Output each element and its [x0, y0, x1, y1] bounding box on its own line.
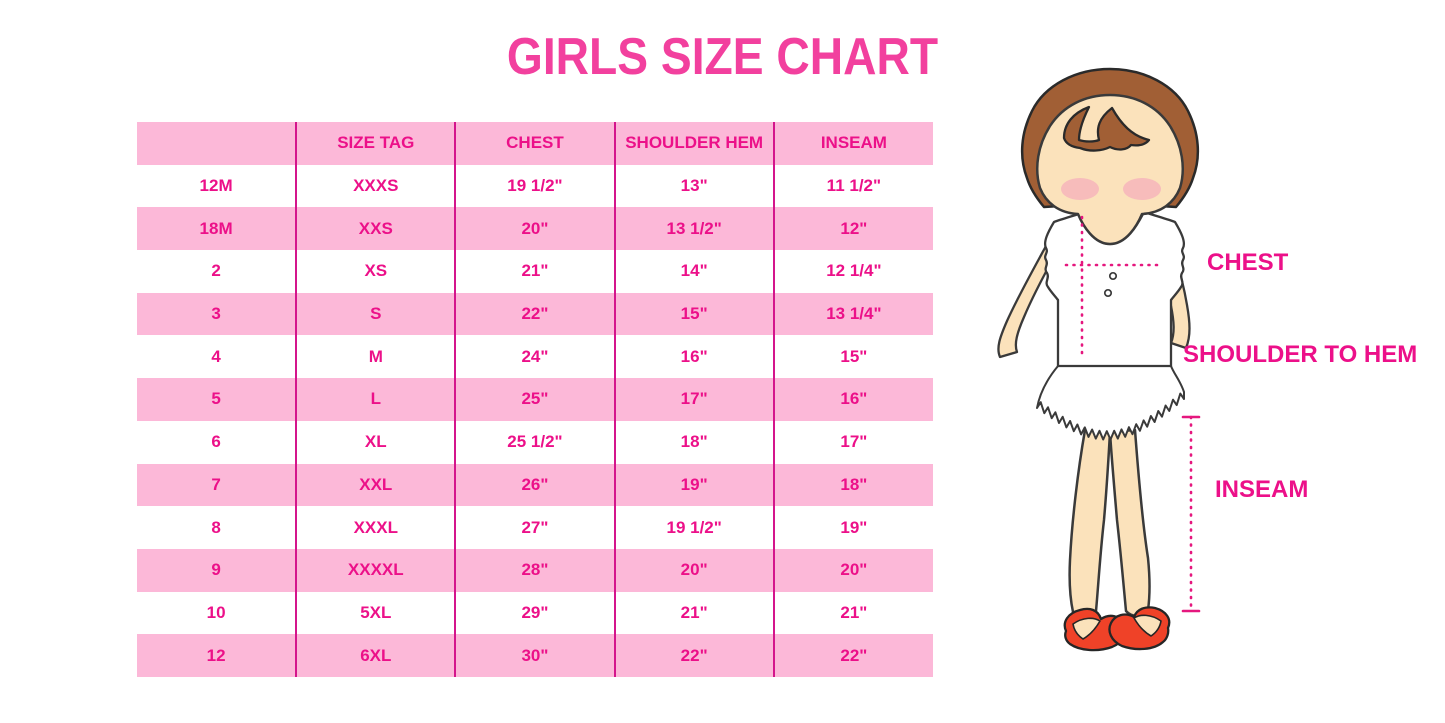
- svg-text:CHEST: CHEST: [1207, 249, 1289, 276]
- svg-text:SHOULDER TO HEM: SHOULDER TO HEM: [1183, 341, 1417, 368]
- svg-text:INSEAM: INSEAM: [1215, 476, 1308, 503]
